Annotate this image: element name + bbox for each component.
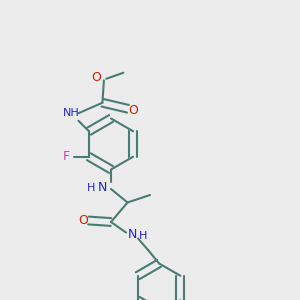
Text: O: O (128, 104, 138, 117)
Text: N: N (97, 181, 107, 194)
Text: F: F (63, 150, 70, 163)
Text: O: O (92, 71, 101, 84)
Text: N: N (128, 228, 138, 241)
Text: O: O (78, 214, 88, 227)
Text: H: H (87, 183, 96, 194)
Text: NH: NH (62, 108, 79, 118)
Text: H: H (139, 231, 148, 241)
